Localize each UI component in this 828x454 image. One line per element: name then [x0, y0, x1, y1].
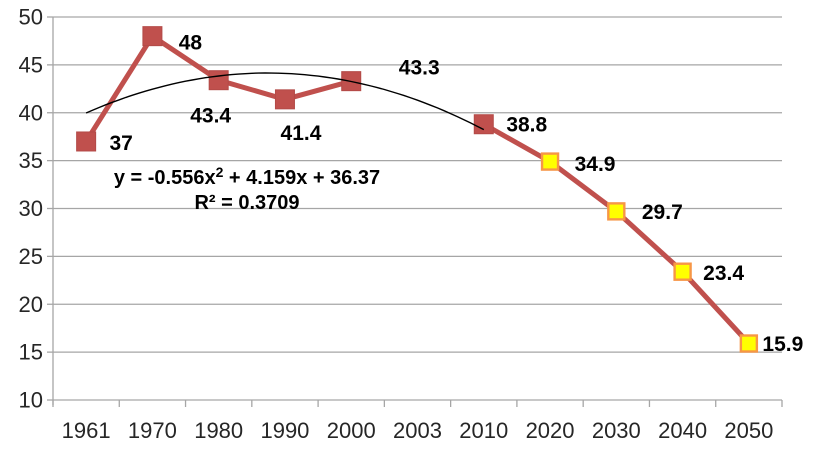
y-axis-label: 30	[19, 196, 43, 221]
data-point-1970	[142, 26, 163, 47]
data-point-2030	[607, 202, 626, 221]
data-label: 41.4	[281, 122, 322, 145]
trendline-r-squared: R² = 0.3709	[194, 192, 299, 214]
data-label: 29.7	[642, 201, 683, 224]
x-axis-label: 2040	[658, 418, 707, 443]
data-label: 43.4	[190, 105, 231, 128]
y-axis-label: 45	[19, 52, 43, 77]
x-axis-label: 2003	[393, 418, 442, 443]
x-axis-label: 2020	[526, 418, 575, 443]
data-point-2010	[473, 114, 494, 135]
data-point-2050	[739, 334, 759, 353]
data-label: 23.4	[703, 262, 744, 285]
y-axis-label: 25	[19, 244, 43, 269]
series-line-segment	[482, 122, 751, 346]
data-point-2040	[673, 262, 692, 281]
data-label: 48	[179, 32, 203, 55]
x-axis-label: 2000	[327, 418, 376, 443]
x-axis-label: 1990	[260, 418, 309, 443]
y-axis-label: 50	[19, 5, 43, 30]
y-axis-label: 40	[19, 100, 43, 125]
data-label: 34.9	[575, 153, 616, 176]
data-point-1980	[208, 70, 229, 91]
data-label: 15.9	[762, 333, 803, 356]
trendline-equation: y = -0.556x2 + 4.159x + 36.37	[114, 164, 380, 189]
y-axis-label: 35	[19, 148, 43, 173]
data-label: 37	[109, 132, 132, 155]
x-axis-label: 2030	[592, 418, 641, 443]
data-point-1961	[76, 131, 97, 152]
y-axis-label: 10	[19, 388, 43, 413]
x-axis-label: 2010	[459, 418, 508, 443]
y-axis-label: 20	[19, 292, 43, 317]
y-axis-label: 15	[19, 340, 43, 365]
x-axis-label: 1970	[128, 418, 177, 443]
data-label: 38.8	[506, 114, 547, 137]
x-axis-label: 1961	[62, 418, 111, 443]
x-axis-label: 1980	[194, 418, 243, 443]
x-axis-label: 2050	[724, 418, 773, 443]
data-point-2020	[540, 152, 560, 171]
trendline	[85, 72, 485, 131]
data-label: 43.3	[399, 57, 440, 80]
data-point-1990	[274, 89, 295, 110]
